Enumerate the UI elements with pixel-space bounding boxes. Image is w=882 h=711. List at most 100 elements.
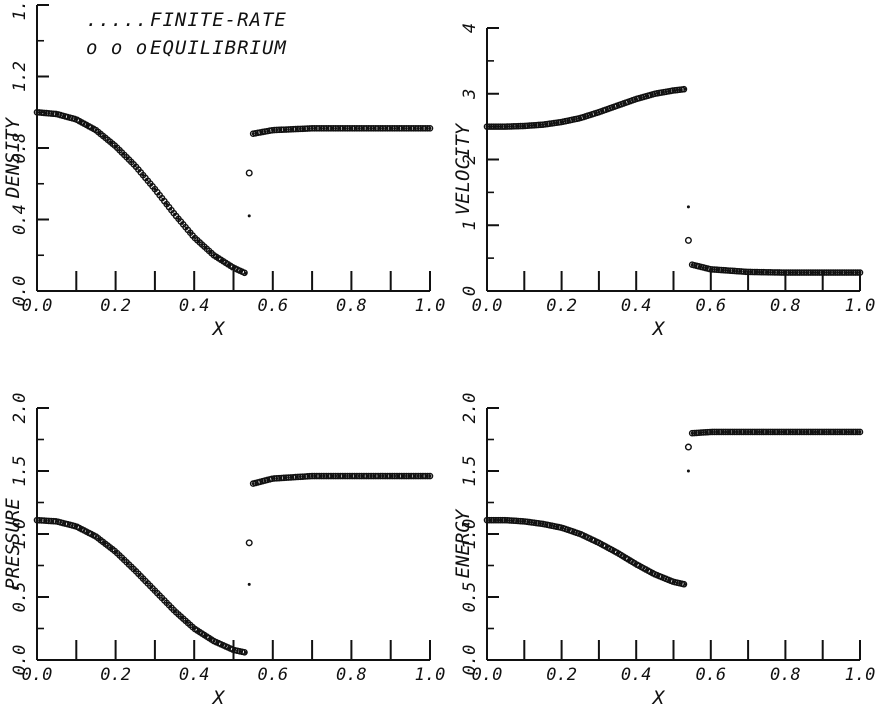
density-finite-rate-point	[90, 126, 94, 130]
density-finite-rate-point	[161, 197, 165, 201]
density-finite-rate-point	[47, 111, 51, 115]
velocity-finite-rate-point	[552, 121, 556, 125]
pressure-finite-rate-point	[224, 644, 228, 648]
pressure-finite-rate-point	[361, 474, 365, 478]
velocity-finite-rate-point	[664, 90, 668, 94]
velocity-finite-rate-point	[836, 271, 840, 274]
pressure-finite-rate-point	[181, 616, 184, 620]
velocity-finite-rate-point	[821, 271, 825, 274]
pressure-finite-rate-point	[428, 474, 432, 478]
pressure-finite-rate-point	[177, 612, 180, 616]
legend-equilibrium-label: EQUILIBRIUM	[150, 37, 287, 59]
energy-finite-rate-point	[836, 430, 840, 434]
energy-y-tick-label: 1.5	[460, 456, 480, 487]
pressure-finite-rate-point	[302, 475, 306, 478]
energy-finite-rate-point	[575, 531, 578, 535]
energy-y-tick-label: 0.5	[460, 582, 480, 613]
density-finite-rate-point	[39, 111, 43, 115]
pressure-y-axis-label: PRESSURE	[2, 498, 24, 590]
velocity-finite-rate-point	[586, 114, 590, 118]
energy-finite-rate-point	[813, 430, 817, 434]
velocity-finite-rate-point	[720, 268, 724, 272]
pressure-finite-rate-point	[86, 531, 90, 534]
velocity-x-tick-label: 0.2	[546, 296, 577, 316]
pressure-finite-rate-point	[208, 637, 212, 640]
density-x-tick-label: 1.0	[415, 296, 446, 316]
density-finite-rate-point	[173, 212, 176, 216]
density-finite-rate-point	[177, 217, 180, 221]
velocity-finite-rate-point	[627, 100, 631, 104]
density-finite-rate-point	[169, 207, 173, 211]
density-equilibrium-point	[241, 269, 248, 277]
density-x-tick-label: 0.8	[336, 296, 367, 316]
energy-finite-rate-point	[675, 581, 679, 585]
energy-finite-rate-point	[769, 430, 772, 434]
density-finite-rate-point	[310, 126, 314, 130]
energy-finite-rate-shock-point	[686, 469, 690, 473]
energy-finite-rate-point	[608, 547, 612, 551]
energy-finite-rate-point	[634, 562, 638, 566]
velocity-finite-rate-point	[616, 104, 619, 107]
velocity-finite-rate-point	[761, 270, 765, 274]
density-finite-rate-point	[361, 126, 365, 130]
energy-finite-rate-point	[832, 430, 836, 434]
density-finite-rate-point	[381, 126, 385, 130]
pressure-finite-rate-point	[385, 474, 389, 478]
pressure-finite-rate-point	[263, 479, 267, 482]
energy-y-tick-label: 1.0	[460, 519, 480, 550]
velocity-finite-rate-point	[660, 91, 664, 94]
velocity-finite-rate-point	[545, 122, 549, 126]
velocity-finite-rate-point	[683, 87, 687, 91]
pressure-finite-rate-point	[47, 519, 51, 523]
velocity-finite-rate-point	[810, 271, 813, 274]
energy-finite-rate-point	[672, 580, 675, 584]
energy-finite-rate-point	[549, 524, 552, 527]
velocity-finite-rate-point	[675, 88, 679, 92]
density-x-tick-label: 0.4	[179, 296, 210, 316]
density-finite-rate-point	[338, 126, 342, 130]
energy-finite-rate-point	[545, 523, 549, 527]
energy-finite-rate-point	[728, 430, 731, 434]
pressure-finite-rate-point	[318, 474, 322, 478]
pressure-finite-rate-point	[353, 474, 357, 478]
energy-series-finite-rate	[485, 430, 862, 586]
velocity-finite-rate-point	[735, 269, 739, 273]
energy-finite-rate-point	[791, 430, 795, 434]
density-finite-rate-point	[220, 258, 224, 262]
pressure-finite-rate-point	[401, 474, 404, 478]
energy-finite-rate-point	[698, 431, 702, 435]
density-finite-rate-point	[243, 271, 247, 275]
velocity-finite-rate-point	[612, 105, 616, 109]
density-finite-rate-point	[224, 261, 228, 265]
energy-finite-rate-point	[627, 558, 631, 562]
density-x-tick-label: 0.6	[257, 296, 288, 316]
pressure-x-axis-label: X	[211, 687, 226, 709]
pressure-finite-rate-point	[110, 547, 114, 551]
energy-finite-rate-point	[556, 525, 560, 529]
velocity-x-tick-label: 0.0	[472, 296, 503, 316]
density-finite-rate-point	[318, 126, 322, 130]
pressure-finite-rate-point	[118, 554, 121, 557]
velocity-finite-rate-point	[515, 124, 519, 128]
density-finite-rate-point	[251, 132, 255, 136]
energy-finite-rate-point	[720, 430, 724, 434]
velocity-finite-rate-point	[489, 125, 493, 129]
energy-finite-rate-point	[847, 430, 851, 434]
pressure-finite-rate-point	[255, 481, 259, 484]
density-finite-rate-point	[82, 122, 86, 126]
velocity-finite-rate-point	[784, 271, 787, 274]
velocity-finite-rate-point	[754, 270, 757, 274]
energy-x-tick-label: 0.8	[770, 665, 801, 685]
density-y-tick-label: 0.4	[10, 204, 30, 235]
pressure-finite-rate-point	[346, 474, 349, 478]
density-finite-rate-point	[122, 152, 125, 156]
density-finite-rate-point	[145, 178, 149, 182]
velocity-finite-rate-point	[560, 120, 563, 124]
pressure-finite-rate-point	[157, 593, 161, 597]
velocity-finite-rate-point	[582, 115, 586, 119]
density-finite-rate-point	[353, 126, 357, 130]
pressure-finite-rate-point	[188, 623, 192, 627]
pressure-finite-rate-point	[369, 474, 373, 478]
velocity-finite-rate-point	[828, 271, 832, 274]
pressure-finite-rate-point	[39, 518, 43, 522]
